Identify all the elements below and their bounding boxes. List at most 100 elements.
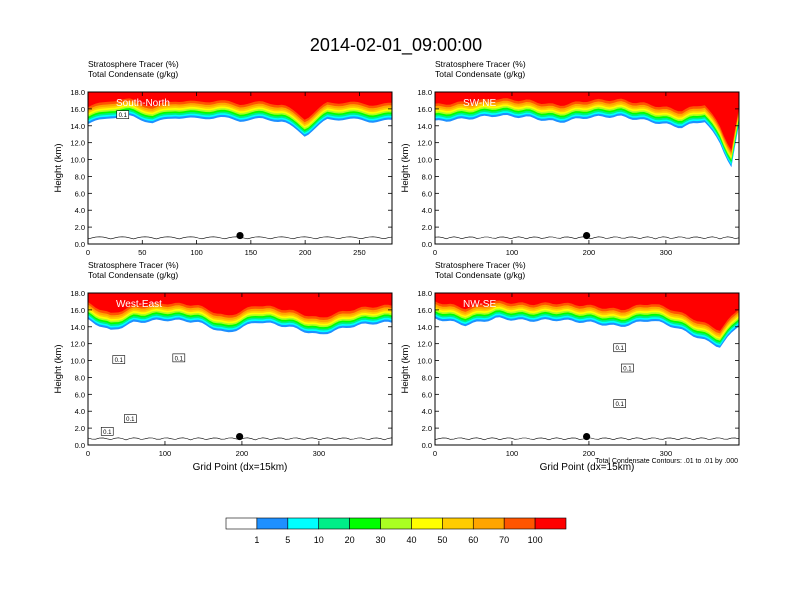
cross-section-label: South-North: [116, 98, 170, 109]
y-tick-label: 14.0: [417, 323, 432, 332]
cross-section-label: West-East: [116, 299, 162, 310]
contour-label-box: [621, 363, 634, 373]
colorbar-swatch: [472, 517, 505, 530]
y-tick-label: 10.0: [417, 357, 432, 366]
x-tick-label: 300: [660, 449, 673, 458]
colorbar-label: 40: [406, 535, 416, 545]
contour-label: 0.1: [175, 356, 184, 362]
y-tick-label: 6.0: [75, 390, 85, 399]
y-axis-label: Height (km): [53, 143, 64, 192]
x-tick-label: 250: [353, 248, 366, 257]
x-tick-label: 100: [190, 248, 203, 257]
footnote: Total Condensate Contours: .01 to .01 by…: [595, 458, 738, 465]
x-tick-label: 150: [245, 248, 258, 257]
subtitle-contour-label: Total Condensate (g/kg): [435, 270, 525, 280]
colorbar-swatch: [287, 517, 320, 530]
subtitle-contour-label: Total Condensate (g/kg): [88, 270, 178, 280]
y-tick-label: 14.0: [417, 122, 432, 131]
x-tick-label: 0: [433, 449, 437, 458]
chart-panel-2: Stratosphere Tracer (%)Total Condensate …: [400, 59, 740, 257]
y-tick-label: 18.0: [417, 289, 432, 298]
y-tick-label: 6.0: [422, 189, 432, 198]
tracer-band-9: [435, 92, 739, 153]
subtitle-fill-label: Stratosphere Tracer (%): [88, 260, 179, 270]
x-tick-label: 300: [660, 248, 673, 257]
y-tick-label: 12.0: [70, 340, 85, 349]
y-tick-label: 18.0: [70, 289, 85, 298]
colorbar-swatch: [534, 517, 567, 530]
contour-label-box: [116, 110, 130, 119]
cross-section-label: SW-NE: [463, 98, 496, 109]
y-tick-label: 16.0: [70, 105, 85, 114]
location-marker: [236, 231, 244, 240]
y-tick-label: 8.0: [422, 172, 432, 181]
plot-frame: [87, 292, 393, 446]
x-tick-label: 0: [86, 248, 90, 257]
tracer-band-10: [435, 92, 739, 151]
contour-label-box: [100, 427, 114, 436]
subtitle-contour-label: Total Condensate (g/kg): [435, 69, 525, 79]
y-tick-label: 6.0: [422, 390, 432, 399]
y-axis-label: Height (km): [53, 344, 64, 393]
colorbar-label: 10: [314, 535, 324, 545]
y-tick-label: 12.0: [417, 139, 432, 148]
colorbar-swatch: [256, 517, 289, 530]
subtitle-fill-label: Stratosphere Tracer (%): [435, 59, 526, 69]
y-tick-label: 10.0: [417, 156, 432, 165]
location-marker: [236, 432, 244, 441]
y-tick-label: 4.0: [422, 206, 432, 215]
x-axis-label: Grid Point (dx=15km): [193, 462, 288, 473]
plot-area: 0.1 0.1 0.1 0.1: [88, 293, 392, 445]
colorbar-swatch: [225, 517, 258, 530]
tracer-band-10: [88, 92, 392, 120]
y-tick-label: 16.0: [70, 306, 85, 315]
y-tick-label: 12.0: [417, 340, 432, 349]
y-axis-label: Height (km): [400, 344, 411, 393]
x-tick-label: 50: [138, 248, 146, 257]
y-tick-label: 0.0: [422, 441, 432, 450]
y-tick-label: 10.0: [70, 357, 85, 366]
colorbar-label: 5: [285, 535, 290, 545]
contour-label: 0.1: [103, 430, 112, 436]
y-tick-label: 0.0: [75, 240, 85, 249]
y-tick-label: 16.0: [417, 306, 432, 315]
colorbar-label: 100: [528, 535, 543, 545]
subtitle-fill-label: Stratosphere Tracer (%): [435, 260, 526, 270]
tracer-band-10: [88, 293, 392, 318]
x-tick-label: 200: [299, 248, 312, 257]
colorbar-swatch: [411, 517, 443, 530]
y-tick-label: 2.0: [75, 223, 85, 232]
y-tick-label: 6.0: [75, 189, 85, 198]
colorbar-label: 70: [499, 535, 509, 545]
plot-area: [435, 92, 739, 244]
y-axis-label: Height (km): [400, 143, 411, 192]
chart-panel-3: Stratosphere Tracer (%)Total Condensate …: [53, 260, 393, 473]
x-tick-label: 200: [583, 248, 596, 257]
subtitle-fill-label: Stratosphere Tracer (%): [88, 59, 179, 69]
y-tick-label: 18.0: [417, 88, 432, 97]
plot-frame: [434, 91, 740, 245]
y-tick-label: 8.0: [75, 373, 85, 382]
y-tick-label: 8.0: [422, 373, 432, 382]
contour-label-box: [172, 353, 186, 363]
y-tick-label: 2.0: [422, 223, 432, 232]
x-tick-label: 100: [506, 248, 519, 257]
cross-section-label: NW-SE: [463, 299, 496, 310]
contour-label-box: [124, 414, 137, 423]
location-marker: [583, 432, 591, 441]
panels: Stratosphere Tracer (%)Total Condensate …: [53, 59, 740, 473]
contour-label-box: [613, 343, 627, 353]
colorbar: 1 5 10 20 30 40 50 60 70 100: [225, 517, 567, 545]
tracer-band-10: [435, 293, 739, 331]
plot-area: 0.1 0.1 0.1: [435, 293, 739, 445]
y-tick-label: 2.0: [422, 424, 432, 433]
plot-frame: [434, 292, 740, 446]
y-tick-label: 2.0: [75, 424, 85, 433]
x-tick-label: 100: [159, 449, 172, 458]
y-tick-label: 14.0: [70, 122, 85, 131]
location-marker: [583, 231, 591, 240]
colorbar-label: 30: [376, 535, 386, 545]
y-tick-label: 0.0: [75, 441, 85, 450]
y-tick-label: 12.0: [70, 139, 85, 148]
